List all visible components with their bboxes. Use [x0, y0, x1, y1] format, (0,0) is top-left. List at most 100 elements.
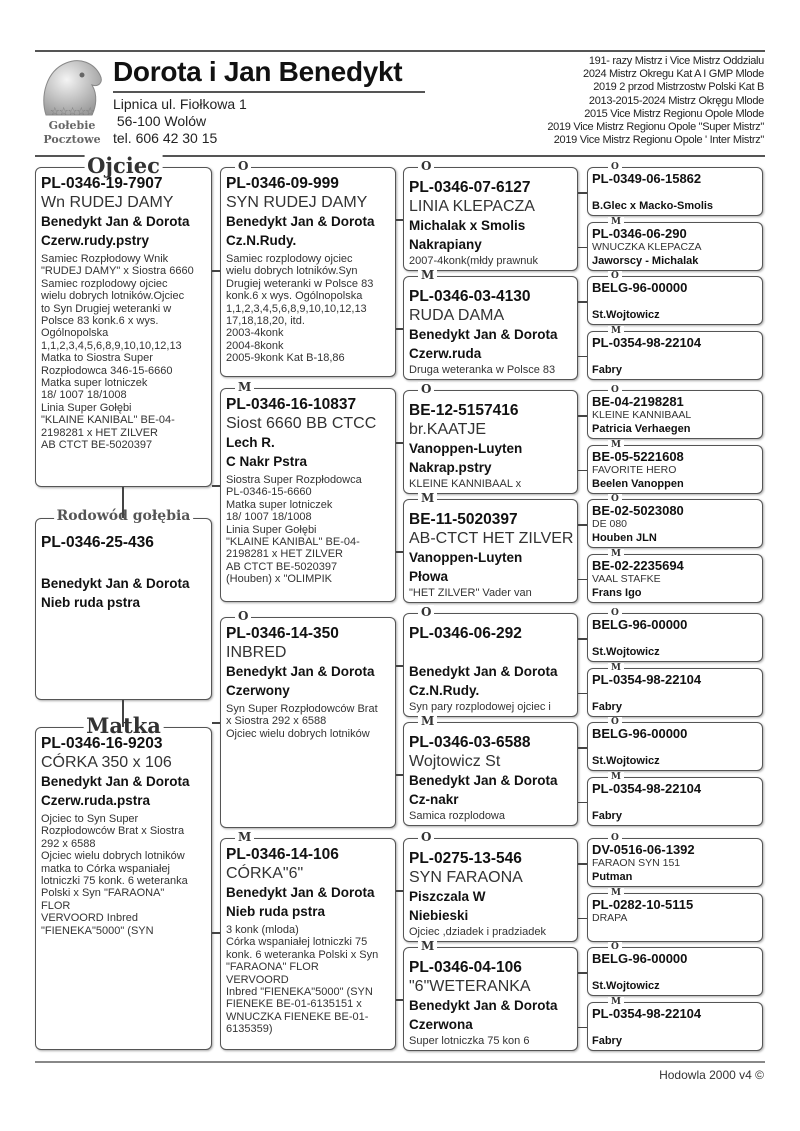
- pigeon-name: Siost 6660 BB CTCC: [226, 415, 377, 432]
- owner-name: Patricia Verhaegen: [592, 423, 691, 435]
- pigeon-name: "6"WETERANKA: [409, 978, 531, 995]
- pedigree-card[interactable]: Ojciec PL-0346-19-7907 Wn RUDEJ DAMY Benedy…: [35, 155, 212, 487]
- pedigree-card[interactable]: O BELG-96-00000 St.Wojtowicz: [587, 608, 763, 662]
- pedigree-card[interactable]: O PL-0346-09-999 SYN RUDEJ DAMY Benedykt Ja…: [220, 159, 396, 377]
- header-bottom-rule: [35, 155, 765, 157]
- ring-number: BELG-96-00000: [592, 951, 688, 966]
- pedigree-card[interactable]: O BELG-96-00000 St.Wojtowicz: [587, 942, 763, 996]
- ring-number: BELG-96-00000: [592, 280, 688, 295]
- ring-number: PL-0349-06-15862: [592, 171, 702, 186]
- connector-line: [396, 442, 403, 444]
- pedigree-card[interactable]: O PL-0349-06-15862 B.Glec x Macko-Smolis: [587, 162, 763, 216]
- pigeon-name: [592, 796, 758, 808]
- connector-line: [396, 551, 403, 553]
- ring-number: BELG-96-00000: [592, 617, 688, 632]
- pedigree-card[interactable]: M BE-02-2235694 VAAL STAFKE Frans Igo: [587, 548, 763, 603]
- pigeon-notes: 3 konk (mloda) Córka wspaniałej lotniczk…: [226, 924, 379, 1036]
- connector-line: [578, 801, 587, 803]
- connector-line: [578, 747, 587, 749]
- pedigree-card[interactable]: M PL-0346-14-106 CÓRKA"6" Benedykt Jan & Do…: [220, 830, 396, 1050]
- pedigree-card[interactable]: O PL-0346-06-292 Benedykt Jan & Dorota Cz.…: [403, 605, 578, 717]
- connector-line: [578, 917, 587, 919]
- pedigree-card[interactable]: O DV-0516-06-1392 FARAON SYN 151 Putman: [587, 833, 763, 887]
- pigeon-name: [592, 741, 758, 753]
- connector-line: [122, 700, 124, 727]
- ring-number: PL-0346-16-10837: [226, 396, 357, 413]
- ring-number: PL-0346-03-6588: [409, 734, 531, 751]
- pigeon-name: DE 080: [592, 518, 628, 530]
- pedigree-card[interactable]: O PL-0346-14-350 INBRED Benedykt Jan & Doro…: [220, 609, 396, 828]
- card-label: O: [418, 830, 435, 844]
- ring-number: BELG-96-00000: [592, 726, 688, 741]
- owner-name: Benedykt Jan & Dorota: [41, 214, 190, 229]
- pedigree-card[interactable]: O BELG-96-00000 St.Wojtowicz: [587, 717, 763, 771]
- pedigree-card[interactable]: M PL-0346-03-4130 RUDA DAMA Benedykt Jan & …: [403, 268, 578, 380]
- card-label: O: [608, 717, 622, 727]
- achievement-line: 2013-2015-2024 Mistrz Okręgu Mlode: [588, 94, 764, 107]
- pigeon-color: Czerwona: [409, 1017, 473, 1032]
- owner-name: Fabry: [592, 363, 622, 376]
- owner-name: B.Glec x Macko-Smolis: [592, 200, 714, 212]
- card-label: M: [608, 771, 624, 782]
- pigeon-notes: 2007-4konk(młdy prawnuk: [409, 255, 539, 267]
- connector-line: [396, 665, 403, 667]
- pedigree-card[interactable]: O PL-0346-07-6127 LINIA KLEPACZA Michalak x…: [403, 159, 578, 271]
- logo: ☆☆☆☆☆ Gołebie Pocztowe: [36, 57, 108, 152]
- achievements-list: 191- razy Mistrz i Vice Mistrz Oddzialu 2…: [547, 55, 764, 147]
- pedigree-card[interactable]: O BE-02-5023080 DE 080 Houben JLN: [587, 494, 763, 548]
- owner-name: Benedykt Jan & Dorota: [409, 773, 558, 788]
- card-label: M: [235, 830, 255, 844]
- footer-text: Hodowla 2000 v4 ©: [659, 1068, 764, 1082]
- pedigree-card[interactable]: M PL-0354-98-22104 Fabry: [587, 325, 763, 380]
- pedigree-card[interactable]: O BELG-96-00000 St.Wojtowicz: [587, 271, 763, 325]
- achievement-line: 2019 2 przod Mistrzostw Polski Kat B: [593, 81, 764, 94]
- pedigree-card[interactable]: M PL-0346-03-6588 Wojtowicz St Benedykt Jan…: [403, 714, 578, 826]
- pedigree-card[interactable]: M PL-0346-04-106 "6"WETERANKA Benedykt Jan …: [403, 939, 578, 1051]
- pigeon-name: LINIA KLEPACZA: [409, 198, 535, 215]
- pedigree-card[interactable]: M PL-0282-10-5115 DRAPA: [587, 887, 763, 942]
- pigeon-name: [592, 632, 758, 644]
- pigeon-color: Cz.N.Rudy.: [409, 683, 480, 698]
- ring-number: PL-0346-09-999: [226, 175, 339, 192]
- pigeon-notes: Samica rozplodowa: [409, 810, 505, 822]
- pigeon-notes: Super lotniczka 75 kon 6: [409, 1035, 530, 1047]
- achievement-line: 2019 Vice Mistrz Regionu Opole ' Inter M…: [553, 134, 765, 147]
- owner-name: St.Wojtowicz: [592, 980, 660, 992]
- ring-number: PL-0346-14-106: [226, 846, 339, 863]
- ring-number: BE-04-2198281: [592, 394, 684, 409]
- footer-rule: [35, 1061, 765, 1063]
- pedigree-card[interactable]: M PL-0354-98-22104 Fabry: [587, 771, 763, 826]
- ring-number: PL-0346-14-350: [226, 625, 339, 642]
- ring-number: PL-0354-98-22104: [592, 780, 702, 796]
- card-label: O: [235, 609, 252, 623]
- pigeon-color: Czerwony: [226, 683, 290, 698]
- pedigree-card[interactable]: M PL-0346-06-290 WNUCZKA KLEPACZA Jaworscy …: [587, 216, 763, 271]
- pigeon-color: Czerw.rudy.pstry: [41, 233, 150, 248]
- pigeon-color: C Nakr Pstra: [226, 454, 308, 469]
- pedigree-card[interactable]: O BE-12-5157416 br.KAATJE Vanoppen-Luyten Na…: [403, 382, 578, 494]
- card-label: M: [418, 491, 438, 505]
- card-label: O: [608, 833, 622, 843]
- pedigree-card[interactable]: O PL-0275-13-546 SYN FARAONA Piszczala W Nie…: [403, 830, 578, 942]
- pigeon-name: RUDA DAMA: [409, 307, 505, 324]
- achievement-line: 2015 Vice Mistrz Regionu Opole Mlode: [584, 107, 764, 120]
- pedigree-card[interactable]: M BE-05-5221608 FAVORITE HERO Beelen Vanopp…: [587, 439, 763, 494]
- card-label: M: [418, 714, 438, 728]
- pigeon-name: [592, 966, 758, 978]
- pedigree-card[interactable]: O BE-04-2198281 KLEINE KANNIBAAL Patricia V…: [587, 385, 763, 439]
- card-label: M: [418, 939, 438, 953]
- pedigree-card[interactable]: M PL-0346-16-10837 Siost 6660 BB CTCC Lech …: [220, 380, 396, 602]
- address-city: 56-100 Wolów: [113, 113, 207, 129]
- pedigree-card[interactable]: M PL-0354-98-22104 Fabry: [587, 996, 763, 1051]
- pedigree-card[interactable]: M BE-11-5020397 AB-CTCT HET ZILVER Vanoppen…: [403, 491, 578, 603]
- pedigree-card[interactable]: Rodowód gołębia PL-0346-25-436 Benedykt Ja…: [35, 509, 212, 700]
- pedigree-card[interactable]: M PL-0354-98-22104 Fabry: [587, 662, 763, 717]
- pigeon-notes: Ojciec to Syn Super Rozpłodowców Brat x …: [41, 813, 188, 937]
- pigeon-name: INBRED: [226, 644, 287, 661]
- card-label: M: [608, 548, 624, 559]
- pigeon-color: Nieb ruda pstra: [226, 904, 326, 919]
- breeder-title: Dorota i Jan Benedykt: [113, 56, 403, 87]
- owner-name: Putman: [592, 871, 633, 883]
- pigeon-notes: Syn pary rozplodowej ojciec i: [409, 701, 551, 713]
